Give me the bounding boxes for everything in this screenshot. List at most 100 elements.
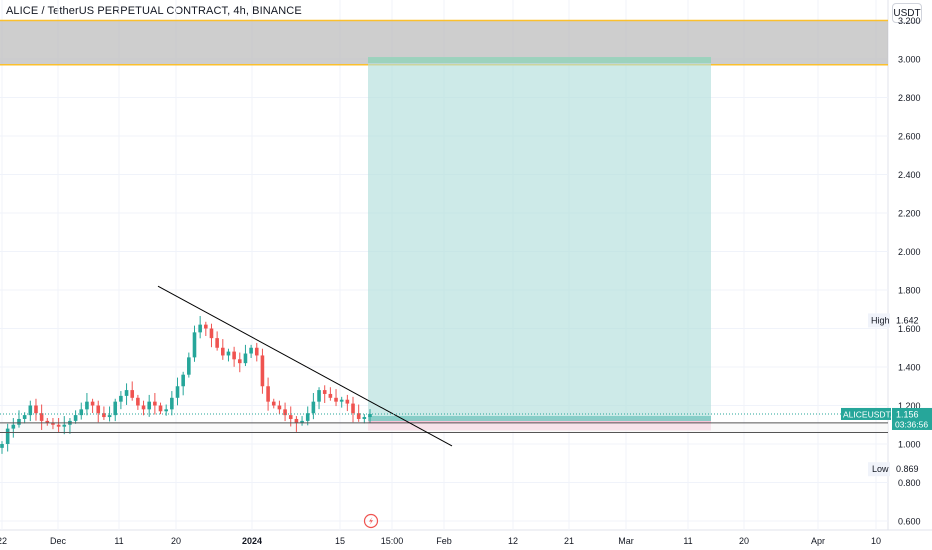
low-value: 0.869	[896, 464, 919, 474]
candle-body	[254, 347, 259, 356]
x-tick-label: Mar	[618, 536, 634, 546]
x-tick-label: 12	[508, 536, 518, 546]
high-label-bg	[868, 313, 890, 328]
candle-body	[283, 409, 287, 416]
y-tick-label: 1.400	[898, 363, 921, 373]
candle-body	[113, 401, 118, 416]
x-tick-label: Apr	[811, 536, 825, 546]
candle-body	[141, 405, 146, 410]
candle-body	[45, 420, 50, 423]
candle-body	[79, 409, 84, 416]
low-label-bg	[868, 462, 890, 477]
candle-body	[181, 374, 185, 387]
candles	[0, 315, 372, 454]
symbol-tag: ALICEUSDT.P	[843, 409, 898, 419]
candle-body	[226, 351, 231, 356]
x-tick-label: 10	[871, 536, 881, 546]
candle-body	[260, 355, 265, 387]
candle-body	[266, 386, 270, 402]
y-tick-label: 2.800	[898, 93, 921, 103]
candle-body	[96, 405, 101, 414]
candle-body	[119, 395, 123, 402]
descending-trendline	[157, 285, 453, 447]
chart-title: ALICE / TetherUS PERPETUAL CONTRACT, 4h,…	[6, 5, 302, 17]
x-tick-label: Feb	[436, 536, 452, 546]
y-tick-label: 3.200	[898, 16, 921, 26]
candle-body	[73, 415, 78, 421]
x-tick-label: 15:00	[381, 536, 404, 546]
candle-body	[22, 415, 27, 419]
zones	[0, 19, 888, 433]
candle-body	[243, 353, 248, 364]
x-tick-label: 11	[683, 536, 692, 546]
x-tick-label: 21	[564, 536, 574, 546]
candle-body	[34, 405, 38, 414]
candle-body	[249, 347, 253, 354]
y-tick-label: 1.800	[898, 286, 921, 296]
lightning-icon[interactable]	[363, 513, 379, 529]
candle-body	[271, 401, 276, 406]
candle-body	[124, 390, 129, 396]
candle-body	[164, 409, 168, 412]
x-tick-label: Dec	[50, 536, 67, 546]
candle-body	[170, 397, 174, 410]
candle-body	[39, 413, 44, 421]
candle-body	[198, 324, 202, 333]
candle-body	[221, 347, 225, 356]
currency-button[interactable]: USDT	[892, 3, 922, 23]
y-tick-label: 2.000	[898, 247, 921, 257]
candle-body	[356, 413, 361, 419]
price-tag-bg	[892, 407, 932, 430]
x-tick-label: 20	[739, 536, 749, 546]
candle-body	[102, 413, 106, 418]
candle-body	[0, 444, 4, 448]
candle-body	[322, 390, 327, 394]
y-tick-label: 2.200	[898, 209, 921, 219]
candle-body	[62, 424, 67, 427]
candle-body	[158, 405, 163, 412]
symbol-tag-bg	[841, 407, 891, 420]
x-tick-label: 22	[0, 536, 7, 546]
candle-body	[362, 417, 367, 419]
candle-body	[153, 401, 157, 406]
candle-body	[130, 390, 135, 398]
candle-body	[136, 397, 140, 406]
candle-body	[339, 399, 344, 402]
high-value: 1.642	[896, 315, 919, 325]
y-tick-label: 0.800	[898, 478, 921, 488]
candle-body	[192, 332, 197, 358]
price-labels: High 1.642 Low 0.869 ALICEUSDT.P1.15603:36:5…	[841, 313, 932, 477]
last-price-value: 1.156	[896, 409, 919, 419]
x-tick-label: 2024	[242, 536, 262, 546]
candle-body	[305, 413, 310, 421]
candle-body	[351, 403, 355, 414]
entry-band	[368, 415, 711, 421]
candle-body	[17, 418, 21, 425]
candle-body	[328, 393, 333, 398]
price-axis[interactable]: 0.600 0.800 1.000 1.200 1.400 1.600 1.800 2.000…	[898, 16, 921, 527]
countdown: 03:36:56	[895, 419, 928, 429]
low-label: Low	[872, 464, 889, 474]
candle-body	[107, 415, 112, 418]
y-tick-label: 1.200	[898, 401, 921, 411]
candle-body	[28, 405, 33, 416]
candle-body	[345, 399, 350, 404]
high-label: High	[871, 315, 890, 325]
candle-body	[288, 415, 293, 419]
candle-body	[277, 405, 282, 410]
time-axis[interactable]: 22 Dec 11 20 2024 15 15:00 Feb 12 21 Mar 11 20 Apr 10	[0, 536, 881, 546]
y-tick-label: 2.400	[898, 170, 921, 180]
candle-body	[147, 401, 151, 410]
candle-body	[11, 424, 16, 429]
y-tick-label: 0.600	[898, 517, 921, 527]
y-tick-label: 1.600	[898, 324, 921, 334]
candle-body	[204, 324, 208, 329]
x-tick-label: 11	[114, 536, 123, 546]
candle-body	[317, 390, 321, 402]
candle-body	[232, 351, 236, 360]
candle-body	[368, 413, 372, 418]
profit-zone-header	[368, 57, 711, 64]
candle-body	[334, 397, 338, 402]
